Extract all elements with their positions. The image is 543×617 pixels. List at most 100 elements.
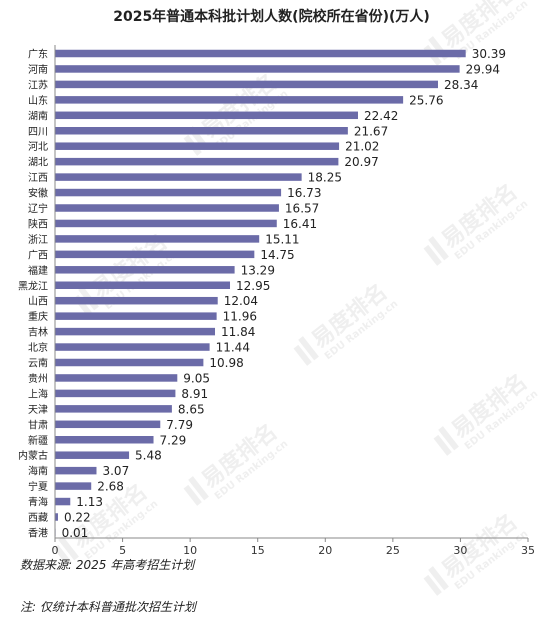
x-tick-label: 25	[386, 544, 400, 557]
value-label: 7.79	[166, 418, 193, 432]
category-label: 江西	[28, 172, 48, 184]
bar	[55, 420, 161, 429]
bar	[55, 157, 339, 166]
category-label: 河北	[28, 141, 48, 153]
axis-layer: 0 5 10 15 20 25 30 35	[52, 45, 535, 557]
bar	[55, 327, 216, 336]
category-label: 江苏	[28, 78, 48, 91]
x-tick-label: 15	[251, 544, 265, 557]
bar	[55, 173, 302, 181]
category-label: 山西	[28, 296, 48, 308]
category-label: 吉林	[28, 326, 48, 339]
category-label: 云南	[28, 357, 48, 370]
value-label: 28.34	[444, 78, 478, 92]
value-label: 0.01	[62, 526, 89, 540]
value-label: 11.44	[216, 341, 250, 355]
category-label: 广东	[28, 48, 48, 61]
bar	[55, 389, 176, 398]
value-label: 13.29	[241, 263, 275, 277]
bar	[55, 219, 277, 228]
bar	[55, 466, 97, 475]
value-label: 9.05	[183, 371, 210, 385]
value-label: 25.76	[409, 93, 443, 107]
bar	[55, 296, 218, 305]
bar	[55, 358, 204, 367]
value-label: 14.75	[260, 248, 294, 262]
category-label: 青海	[28, 496, 48, 509]
category-label: 辽宁	[28, 202, 48, 215]
bar	[55, 142, 340, 150]
watermark-logo-icon	[428, 566, 449, 591]
bar	[55, 497, 71, 506]
value-label: 29.94	[466, 62, 500, 76]
category-label: 河南	[28, 63, 48, 76]
bar	[55, 127, 348, 135]
watermark-logo-icon	[423, 244, 442, 266]
value-label: 0.22	[64, 511, 91, 525]
watermark-logo-icon	[298, 336, 319, 361]
value-label: 21.02	[345, 140, 379, 154]
watermark-logo-icon	[58, 536, 79, 561]
value-label: 21.67	[354, 124, 388, 138]
watermark-logo-icon	[188, 476, 209, 501]
category-label: 山东	[28, 94, 48, 107]
bar	[55, 374, 178, 382]
watermark-logo-icon	[438, 426, 459, 451]
bar	[55, 204, 279, 212]
watermark-logo-icon	[183, 484, 202, 506]
bar	[55, 405, 172, 413]
watermark-logo-icon	[53, 544, 72, 566]
x-tick-label: 5	[119, 544, 126, 557]
category-label: 重庆	[28, 310, 48, 323]
bar	[55, 49, 466, 58]
value-label: 11.96	[223, 310, 257, 324]
x-tick-label: 20	[318, 544, 332, 557]
value-label: 2.68	[97, 480, 124, 494]
bar	[55, 96, 404, 104]
category-label: 北京	[28, 341, 48, 354]
category-label: 浙江	[28, 234, 48, 246]
bar	[55, 312, 217, 320]
category-label: 湖南	[28, 109, 48, 122]
bar	[55, 451, 130, 459]
bar	[55, 65, 460, 73]
bar	[55, 80, 438, 89]
bar	[55, 266, 235, 274]
value-label: 11.84	[221, 325, 255, 339]
category-label: 湖北	[28, 157, 48, 169]
x-tick-label: 30	[453, 544, 467, 557]
category-label: 贵州	[28, 372, 48, 385]
bar	[55, 436, 154, 444]
value-label: 30.39	[472, 47, 506, 61]
bars-layer: 广东 30.39 河南 29.94 江苏 28.34 山东 25.76 湖南 22.42 四川 21.…	[18, 47, 506, 540]
x-tick-label: 35	[521, 544, 535, 557]
value-label: 12.04	[224, 294, 258, 308]
chart-title: 2025年普通本科批计划人数(院校所在省份)(万人)	[113, 9, 430, 25]
value-label: 16.57	[285, 202, 319, 216]
value-label: 20.97	[344, 155, 378, 169]
bar	[55, 281, 231, 289]
value-label: 7.29	[160, 433, 187, 447]
bar	[55, 513, 58, 521]
value-label: 22.42	[364, 109, 398, 123]
category-label: 内蒙古	[18, 449, 48, 462]
category-label: 福建	[28, 264, 48, 277]
watermark-logo-icon	[293, 344, 312, 366]
category-label: 西藏	[28, 512, 48, 524]
footnote: 注: 仅统计本科普通批次招生计划	[20, 600, 196, 614]
watermark-logo-icon	[433, 434, 452, 456]
bar	[55, 235, 260, 243]
bar	[55, 188, 282, 197]
bar	[55, 343, 210, 351]
source-note: 数据来源: 2025 年高考招生计划	[20, 558, 195, 572]
value-label: 12.95	[236, 279, 270, 293]
category-label: 甘肃	[28, 418, 48, 431]
category-label: 宁夏	[28, 480, 48, 493]
value-label: 15.11	[265, 232, 299, 246]
category-label: 陕西	[28, 217, 48, 230]
category-label: 安徽	[28, 187, 48, 200]
